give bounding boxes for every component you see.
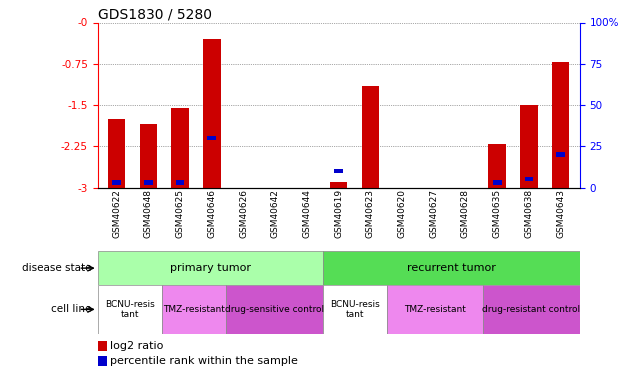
Bar [556,152,565,157]
Text: cell line: cell line [51,304,91,314]
Bar [525,177,533,182]
Text: percentile rank within the sample: percentile rank within the sample [110,356,298,366]
Bar [203,39,220,188]
Bar [552,62,570,188]
Bar [176,180,185,185]
Bar [140,124,157,188]
Bar [98,285,162,334]
Bar [112,180,121,185]
Bar [108,119,125,188]
Bar [335,169,343,173]
Text: primary tumor: primary tumor [169,263,251,273]
Text: log2 ratio: log2 ratio [110,341,163,351]
Bar [171,108,189,188]
Text: TMZ-resistant: TMZ-resistant [163,305,225,314]
Bar [323,251,580,285]
Text: disease state: disease state [22,263,91,273]
Bar [162,285,226,334]
Bar [323,285,387,334]
Bar [330,182,347,188]
Text: GDS1830 / 5280: GDS1830 / 5280 [98,8,212,21]
Bar [387,285,483,334]
Bar [144,180,152,185]
Bar [483,285,580,334]
Bar [488,144,506,188]
Text: BCNU-resis
tant: BCNU-resis tant [330,300,379,319]
Bar [226,285,323,334]
Bar [520,105,537,188]
Bar [98,251,323,285]
Bar [207,136,216,140]
Text: BCNU-resis
tant: BCNU-resis tant [105,300,154,319]
Text: recurrent tumor: recurrent tumor [406,263,496,273]
Bar [362,86,379,188]
Bar [493,180,501,185]
Text: drug-resistant control: drug-resistant control [483,305,580,314]
Text: TMZ-resistant: TMZ-resistant [404,305,466,314]
Text: drug-sensitive control: drug-sensitive control [225,305,324,314]
